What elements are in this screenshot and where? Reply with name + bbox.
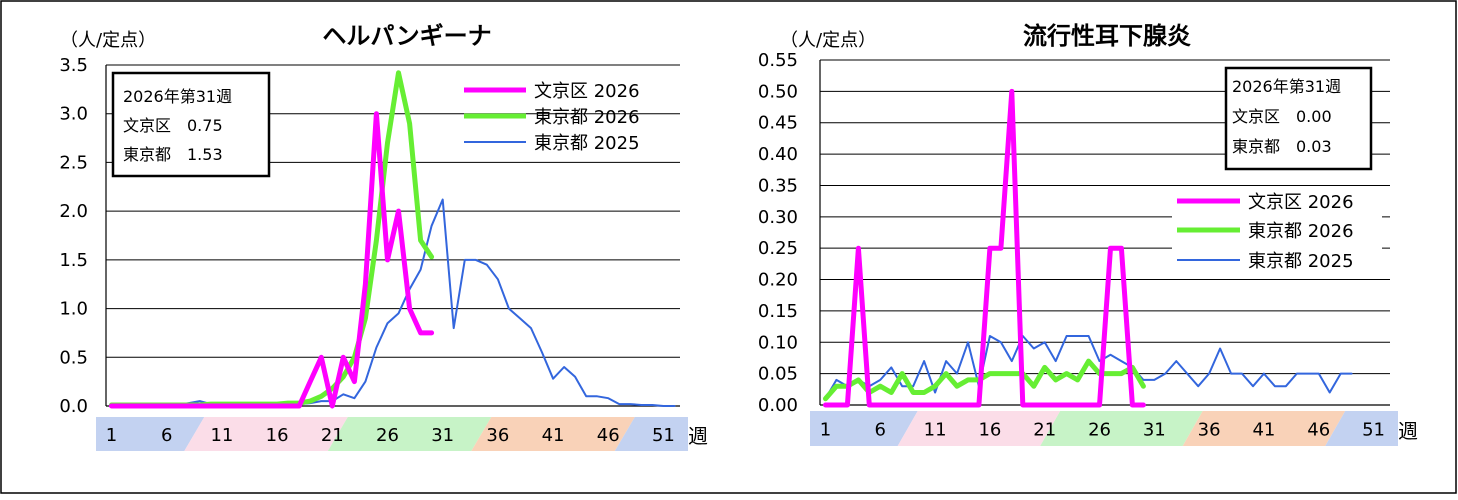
week-bands: 1 6 11 16 21 26 31 36 41 46 51 [810, 411, 1398, 446]
x-tick-label: 26 [376, 425, 399, 446]
x-tick-label: 26 [1088, 420, 1111, 441]
week-band [1182, 411, 1346, 446]
y-tick-label: 0.40 [758, 144, 798, 165]
series-line-0 [109, 111, 435, 409]
legend: 文京区 2026 東京都 2026 東京都 2025 [1172, 186, 1382, 274]
y-tick-label: 0.25 [758, 238, 798, 259]
y-tick-label: 2.0 [59, 201, 88, 222]
y-tick-label: 2.5 [59, 152, 88, 173]
legend-label-tokyo-2025: 東京都 2025 [534, 133, 640, 154]
y-tick-label: 0.15 [758, 301, 798, 322]
info-box: 2026年第31週 文京区 0.00 東京都 0.03 [1224, 66, 1373, 171]
x-tick-label: 46 [1307, 420, 1330, 441]
x-tick-label: 41 [542, 425, 565, 446]
x-tick-label: 6 [875, 420, 886, 441]
legend: 文京区 2026 東京都 2026 東京都 2025 [464, 81, 640, 154]
chart-title: 流行性耳下腺炎 [1023, 22, 1191, 50]
week-band [1325, 411, 1398, 446]
info-box-frame [1224, 66, 1373, 171]
info-line-tokyo: 東京都 1.53 [123, 145, 223, 164]
info-line-tokyo: 東京都 0.03 [1232, 137, 1332, 156]
x-tick-label: 1 [106, 425, 117, 446]
info-line-bunkyo: 文京区 0.00 [1232, 107, 1332, 126]
x-axis-label: 週 [1398, 419, 1418, 443]
x-tick-label: 41 [1252, 420, 1275, 441]
week-band [810, 411, 918, 446]
y-tick-label: 0.5 [59, 347, 88, 368]
x-tick-label: 51 [1362, 420, 1385, 441]
x-tick-label: 21 [321, 425, 344, 446]
y-tick-label: 1.0 [59, 299, 88, 320]
series-line-2 [824, 335, 1353, 400]
x-tick-label: 21 [1033, 420, 1056, 441]
week-bands: 1 6 11 16 21 26 31 36 41 46 51 [96, 417, 688, 451]
info-line-bunkyo: 文京区 0.75 [123, 116, 223, 135]
y-tick-label: 0.55 [758, 50, 798, 71]
info-line-week: 2026年第31週 [123, 87, 232, 106]
y-tick-label: 3.5 [59, 55, 88, 76]
series-line-0 [823, 88, 1146, 408]
y-tick-label: 0.45 [758, 113, 798, 134]
week-band [614, 417, 688, 451]
info-line-week: 2026年第31週 [1232, 77, 1341, 96]
y-axis-label: （人/定点） [780, 30, 876, 51]
x-tick-label: 1 [820, 420, 831, 441]
x-tick-label: 36 [1198, 420, 1221, 441]
x-tick-label: 46 [597, 425, 620, 446]
week-band [184, 417, 348, 451]
y-tick-label: 0.0 [59, 396, 88, 417]
y-tick-label: 1.5 [59, 250, 88, 271]
y-tick-label: 0.35 [758, 175, 798, 196]
x-tick-label: 36 [486, 425, 509, 446]
plot-area: 0.00 0.05 0.10 0.15 0.20 0.25 0.30 0.35 0.40 0.45… [758, 50, 1390, 416]
y-tick-label: 0.50 [758, 81, 798, 102]
week-band [1040, 411, 1203, 446]
x-tick-label: 11 [924, 420, 947, 441]
chart-mumps: 1 6 11 16 21 26 31 36 41 46 510.000.050.100.150.20… [758, 22, 1418, 446]
x-tick-label: 31 [1143, 420, 1166, 441]
x-axis-label: 週 [688, 424, 708, 448]
x-tick-label: 6 [161, 425, 172, 446]
y-tick-label: 0.05 [758, 364, 798, 385]
week-band [897, 411, 1061, 446]
legend-label-bunkyo-2026: 文京区 2026 [534, 81, 640, 102]
x-tick-label: 16 [978, 420, 1001, 441]
chart-title: ヘルパンギーナ [322, 22, 491, 50]
x-tick-label: 11 [210, 425, 233, 446]
info-box: 2026年第31週 文京区 0.75 東京都 1.53 [111, 71, 271, 178]
info-box-frame [111, 71, 271, 178]
legend-label-tokyo-2026: 東京都 2026 [1248, 221, 1354, 242]
x-tick-label: 31 [431, 425, 454, 446]
legend-label-tokyo-2026: 東京都 2026 [534, 107, 640, 128]
week-band [96, 417, 205, 451]
y-tick-label: 0.20 [758, 270, 798, 291]
x-tick-label: 16 [266, 425, 289, 446]
x-tick-label: 51 [652, 425, 675, 446]
y-tick-label: 0.30 [758, 207, 798, 228]
legend-label-bunkyo-2026: 文京区 2026 [1248, 192, 1354, 213]
legend-label-tokyo-2025: 東京都 2025 [1248, 251, 1354, 272]
y-tick-label: 0.10 [758, 332, 798, 353]
week-band [327, 417, 492, 451]
week-band [471, 417, 635, 451]
chart-herpangina: 1 6 11 16 21 26 31 36 41 46 510.00.51.01.52.02.53.… [59, 22, 708, 451]
y-tick-label: 3.0 [59, 104, 88, 125]
series-line-1 [823, 358, 1146, 402]
y-axis-label: （人/定点） [60, 30, 156, 51]
y-tick-label: 0.00 [758, 395, 798, 416]
